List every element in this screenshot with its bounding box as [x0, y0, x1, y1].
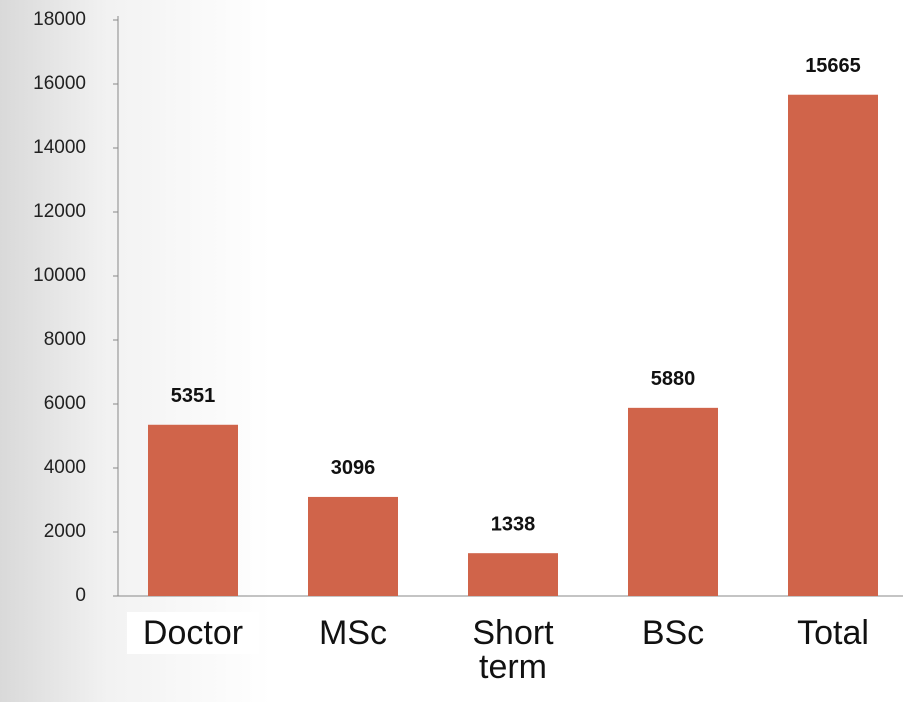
bar: [628, 407, 718, 596]
y-tick-label: 0: [75, 585, 86, 606]
y-tick-label: 18000: [33, 9, 86, 30]
y-tick-label: 10000: [33, 265, 86, 286]
bar: [308, 496, 398, 596]
y-tick-label: 2000: [44, 521, 86, 542]
bar: [788, 94, 878, 596]
y-tick-label: 12000: [33, 201, 86, 222]
x-tick-label: Total: [781, 612, 885, 654]
value-label: 3096: [331, 457, 376, 479]
y-tick-label: 6000: [44, 393, 86, 414]
value-label: 15665: [805, 55, 861, 77]
y-tick-label: 8000: [44, 329, 86, 350]
value-label: 1338: [491, 513, 536, 535]
y-tick-label: 14000: [33, 137, 86, 158]
value-label: 5880: [651, 368, 696, 390]
bar: [468, 553, 558, 596]
x-tick-label: Short term: [422, 612, 604, 688]
y-tick-label: 4000: [44, 457, 86, 478]
value-label: 5351: [171, 385, 216, 407]
bar: [148, 424, 238, 596]
x-tick-label: Doctor: [126, 612, 260, 654]
x-tick-label: MSc: [303, 612, 403, 654]
y-tick-label: 16000: [33, 73, 86, 94]
x-tick-label: BSc: [625, 612, 721, 654]
